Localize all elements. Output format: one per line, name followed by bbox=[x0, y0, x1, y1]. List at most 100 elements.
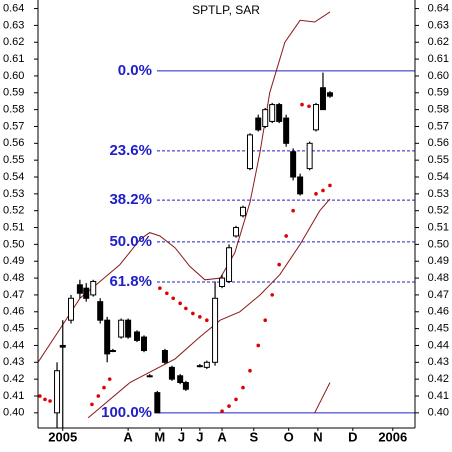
candle-body bbox=[255, 117, 262, 131]
y-tick-label: 0.40 bbox=[428, 407, 449, 419]
sar-dot bbox=[191, 311, 195, 316]
y-tick-label: 0.43 bbox=[428, 356, 449, 368]
candle-body bbox=[262, 109, 269, 127]
sar-dot bbox=[38, 394, 42, 398]
sar-dot bbox=[107, 377, 112, 381]
candle-body bbox=[140, 336, 147, 352]
sar-dot bbox=[263, 318, 268, 322]
y-tick-label: 0.63 bbox=[3, 19, 24, 31]
candle-body bbox=[269, 104, 276, 122]
fib-label: 0.0% bbox=[118, 62, 152, 79]
candle-body bbox=[182, 382, 189, 390]
candle-body bbox=[203, 361, 210, 368]
y-tick-label: 0.56 bbox=[428, 137, 449, 149]
sar-dot bbox=[300, 102, 304, 107]
candle-body bbox=[226, 247, 233, 282]
sar-dot bbox=[321, 188, 325, 193]
sar-dot bbox=[165, 291, 169, 296]
y-tick-label: 0.45 bbox=[3, 323, 24, 335]
y-tick-label: 0.62 bbox=[428, 36, 449, 48]
sar-dot bbox=[220, 409, 224, 413]
y-tick-label: 0.60 bbox=[3, 70, 24, 82]
y-tick-label: 0.42 bbox=[428, 373, 449, 385]
sar-dot bbox=[307, 104, 311, 109]
candle-body bbox=[76, 284, 83, 294]
band-line bbox=[38, 11, 331, 363]
candle-body bbox=[233, 227, 240, 237]
candle-body bbox=[219, 277, 226, 288]
sar-dot bbox=[43, 397, 47, 402]
y-tick-label: 0.43 bbox=[3, 356, 24, 368]
x-tick-label: D bbox=[348, 429, 357, 444]
sar-dot bbox=[48, 399, 52, 403]
sar-dot bbox=[227, 404, 231, 408]
y-tick-label: 0.61 bbox=[3, 53, 24, 65]
y-tick-label: 0.44 bbox=[3, 339, 24, 351]
sar-dot bbox=[184, 306, 188, 311]
y-tick-label: 0.62 bbox=[3, 36, 24, 48]
sar-dot bbox=[284, 234, 288, 238]
y-tick-label: 0.44 bbox=[428, 339, 449, 351]
sar-dot bbox=[90, 402, 94, 407]
candle-body bbox=[290, 151, 297, 178]
sar-dot bbox=[171, 296, 175, 301]
band-line bbox=[314, 382, 331, 414]
y-tick-label: 0.55 bbox=[428, 154, 449, 166]
candle-body bbox=[168, 366, 175, 380]
candle-body bbox=[212, 297, 219, 363]
sar-dot bbox=[96, 394, 101, 398]
fib-label: 50.0% bbox=[109, 233, 152, 250]
x-tick-label: M bbox=[154, 429, 165, 444]
y-tick-label: 0.59 bbox=[3, 87, 24, 99]
candle-body bbox=[54, 370, 61, 414]
candle-body bbox=[146, 375, 153, 378]
sar-dot bbox=[241, 385, 245, 390]
candle-body bbox=[134, 331, 141, 341]
x-tick-label: A bbox=[217, 429, 227, 444]
candle-body bbox=[319, 87, 326, 111]
y-tick-label: 0.61 bbox=[428, 53, 449, 65]
x-tick-label: 2006 bbox=[378, 429, 407, 444]
y-tick-label: 0.48 bbox=[428, 272, 449, 284]
y-tick-label: 0.51 bbox=[3, 221, 24, 233]
y-tick-label: 0.46 bbox=[428, 306, 449, 318]
y-tick-label: 0.58 bbox=[3, 104, 24, 116]
sar-dot bbox=[314, 192, 318, 196]
y-tick-label: 0.40 bbox=[3, 407, 24, 419]
fib-label: 61.8% bbox=[109, 273, 152, 290]
y-tick-label: 0.63 bbox=[428, 19, 449, 31]
candle-body bbox=[161, 350, 168, 363]
y-tick-label: 0.54 bbox=[428, 171, 449, 183]
y-tick-label: 0.55 bbox=[3, 154, 24, 166]
sar-dot bbox=[328, 183, 332, 188]
fib-label: 38.2% bbox=[109, 191, 152, 208]
y-tick-label: 0.48 bbox=[3, 272, 24, 284]
candle-body bbox=[240, 206, 247, 217]
sar-dot bbox=[234, 397, 238, 402]
y-tick-label: 0.41 bbox=[428, 390, 449, 402]
x-tick-label: N bbox=[313, 429, 322, 444]
candle-body bbox=[109, 350, 116, 353]
sar-dot bbox=[178, 301, 182, 306]
candle-body bbox=[312, 104, 319, 131]
x-tick-label: O bbox=[284, 429, 294, 444]
plot-area bbox=[38, 11, 415, 428]
y-tick-label: 0.53 bbox=[428, 188, 449, 200]
sar-dot bbox=[158, 286, 162, 290]
y-tick-label: 0.52 bbox=[3, 205, 24, 217]
sar-dot bbox=[270, 293, 274, 297]
sar-dot bbox=[256, 343, 261, 348]
candle-body bbox=[326, 92, 333, 97]
sar-dot bbox=[248, 368, 252, 373]
sar-dot bbox=[205, 318, 209, 322]
y-tick-label: 0.46 bbox=[3, 306, 24, 318]
y-tick-label: 0.50 bbox=[3, 238, 24, 250]
sar-dot bbox=[198, 315, 202, 319]
sar-dot bbox=[277, 262, 281, 267]
y-tick-label: 0.41 bbox=[3, 390, 24, 402]
candle-body bbox=[125, 319, 132, 338]
candle-body bbox=[276, 104, 283, 122]
y-tick-label: 0.47 bbox=[428, 289, 449, 301]
